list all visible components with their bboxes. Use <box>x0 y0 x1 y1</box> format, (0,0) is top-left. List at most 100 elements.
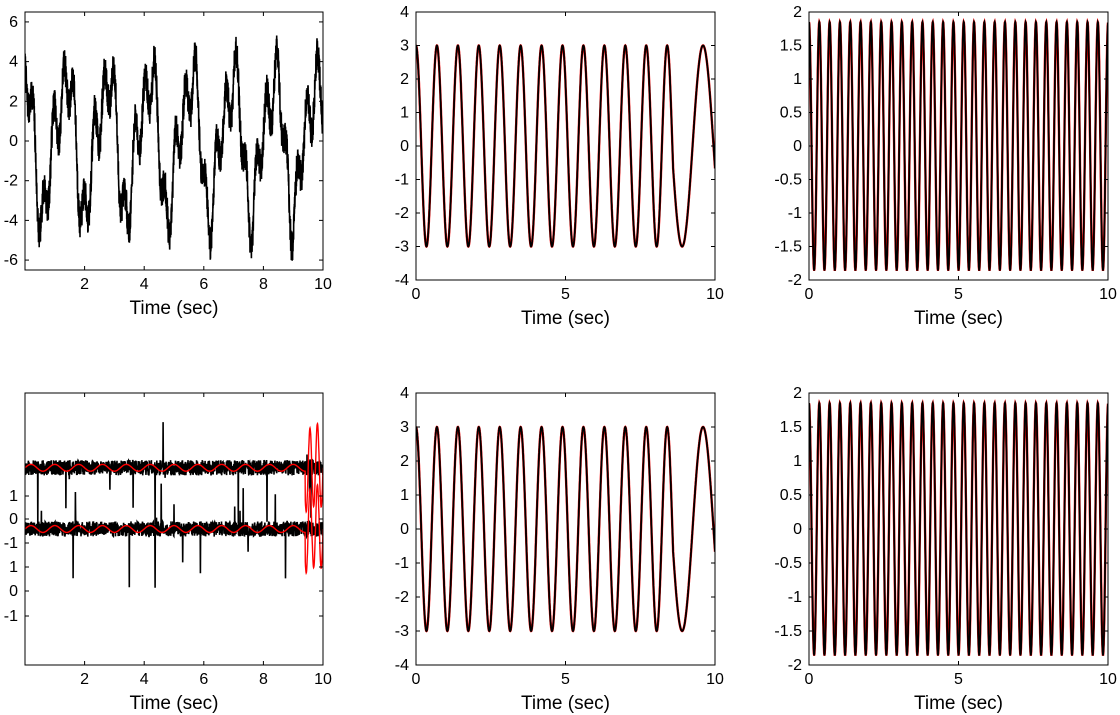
y-tick-label: 1.5 <box>780 38 802 55</box>
x-tick-label: 5 <box>954 671 963 688</box>
y-tick-label: -1.5 <box>774 239 802 256</box>
y-tick-label: 3 <box>400 38 409 55</box>
y-tick-label: -2 <box>4 173 18 190</box>
series-line-true <box>416 425 715 633</box>
y-tick-label: 1 <box>9 488 18 505</box>
x-tick-label: 10 <box>314 671 332 688</box>
y-tick-label: -2 <box>395 589 409 606</box>
plot-area <box>416 43 715 248</box>
x-tick-label: 5 <box>561 286 570 303</box>
subplot-6: 0 5 10 2 1.5 1 0.5 0 -0.5 -1 -1.5 -2 Time (sec) <box>774 385 1117 714</box>
x-axis-label: Time (sec) <box>521 693 610 714</box>
y-tick-label: -4 <box>395 657 409 674</box>
x-tick-label: 5 <box>954 286 963 303</box>
y-tick-label: 1 <box>9 559 18 576</box>
y-tick-label: -1 <box>4 608 18 625</box>
series-line-true <box>809 400 1108 656</box>
y-tick-label: 2 <box>793 385 802 402</box>
series-line-true <box>809 18 1108 271</box>
series-line-observed <box>25 35 323 261</box>
y-tick-label: 3 <box>400 419 409 436</box>
y-tick-label: 0 <box>9 583 18 600</box>
y-tick-label: -4 <box>4 212 18 229</box>
x-tick-label: 10 <box>706 286 724 303</box>
y-tick-label: 4 <box>9 54 18 71</box>
x-tick-label: 0 <box>412 671 421 688</box>
x-tick-label: 10 <box>314 276 332 293</box>
x-tick-label: 4 <box>140 276 149 293</box>
plot-area <box>809 17 1108 271</box>
x-tick-label: 10 <box>1099 671 1117 688</box>
x-axis-label: Time (sec) <box>914 693 1003 714</box>
y-tick-label: 0 <box>793 138 802 155</box>
series-line-estimate-lower <box>25 483 323 576</box>
y-tick-label: 0 <box>400 138 409 155</box>
y-tick-label: 4 <box>400 385 409 402</box>
y-tick-label: -2 <box>395 205 409 222</box>
y-tick-label: 0 <box>793 521 802 538</box>
x-tick-label: 0 <box>805 286 814 303</box>
y-tick-label: -1 <box>4 535 18 552</box>
x-tick-label: 6 <box>199 276 208 293</box>
y-tick-label: -2 <box>788 657 802 674</box>
series-line-residual-lower <box>25 483 323 588</box>
axes-box <box>24 392 324 666</box>
plot-area <box>416 425 715 633</box>
x-tick-label: 6 <box>199 671 208 688</box>
y-tick-label: -1 <box>788 589 802 606</box>
x-tick-label: 5 <box>561 671 570 688</box>
plot-area <box>809 399 1108 656</box>
y-tick-label: 1 <box>400 105 409 122</box>
x-tick-label: 2 <box>80 671 89 688</box>
axes-box <box>415 392 716 666</box>
x-tick-label: 10 <box>1099 286 1117 303</box>
y-tick-label: 1 <box>793 71 802 88</box>
series-line-estimate-upper <box>25 421 323 514</box>
x-tick-label: 8 <box>259 276 268 293</box>
x-axis-label: Time (sec) <box>129 693 218 714</box>
axes-box <box>415 11 716 281</box>
plot-area <box>25 35 323 261</box>
x-tick-label: 2 <box>80 276 89 293</box>
y-tick-label: 2 <box>9 93 18 110</box>
y-tick-label: 6 <box>9 14 18 31</box>
y-tick-label: -1 <box>395 555 409 572</box>
x-tick-label: 10 <box>706 671 724 688</box>
y-tick-label: -1 <box>788 205 802 222</box>
y-tick-label: 2 <box>400 71 409 88</box>
y-tick-label: 0 <box>400 521 409 538</box>
x-tick-label: 8 <box>259 671 268 688</box>
x-tick-label: 4 <box>140 671 149 688</box>
subplot-3: 0 5 10 2 1.5 1 0.5 0 -0.5 -1 -1.5 -2 Time (sec) <box>774 4 1117 329</box>
y-tick-label: -0.5 <box>774 555 802 572</box>
y-tick-label: -6 <box>4 252 18 269</box>
x-axis-label: Time (sec) <box>914 308 1003 329</box>
y-tick-label: -4 <box>395 272 409 289</box>
x-tick-label: 0 <box>412 286 421 303</box>
y-tick-label: 0.5 <box>780 487 802 504</box>
y-tick-label: 2 <box>793 4 802 21</box>
y-tick-label: 0 <box>9 511 18 528</box>
x-tick-label: 0 <box>805 671 814 688</box>
y-tick-label: 1.5 <box>780 419 802 436</box>
x-axis-label: Time (sec) <box>521 308 610 329</box>
series-line-true <box>416 44 715 248</box>
y-tick-label: 2 <box>400 453 409 470</box>
plot-area <box>25 421 323 588</box>
y-tick-label: 4 <box>400 4 409 21</box>
y-tick-label: -3 <box>395 623 409 640</box>
y-tick-label: -2 <box>788 272 802 289</box>
y-tick-label: 1 <box>400 487 409 504</box>
y-tick-label: -3 <box>395 239 409 256</box>
y-tick-label: -1.5 <box>774 623 802 640</box>
y-tick-label: 1 <box>793 453 802 470</box>
y-tick-label: -1 <box>395 172 409 189</box>
y-tick-label: -0.5 <box>774 172 802 189</box>
x-axis-label: Time (sec) <box>129 298 218 319</box>
y-tick-label: 0 <box>9 133 18 150</box>
subplot-1: 2 4 6 8 10 6 4 2 0 -2 -4 -6 Time (sec) <box>4 11 332 319</box>
